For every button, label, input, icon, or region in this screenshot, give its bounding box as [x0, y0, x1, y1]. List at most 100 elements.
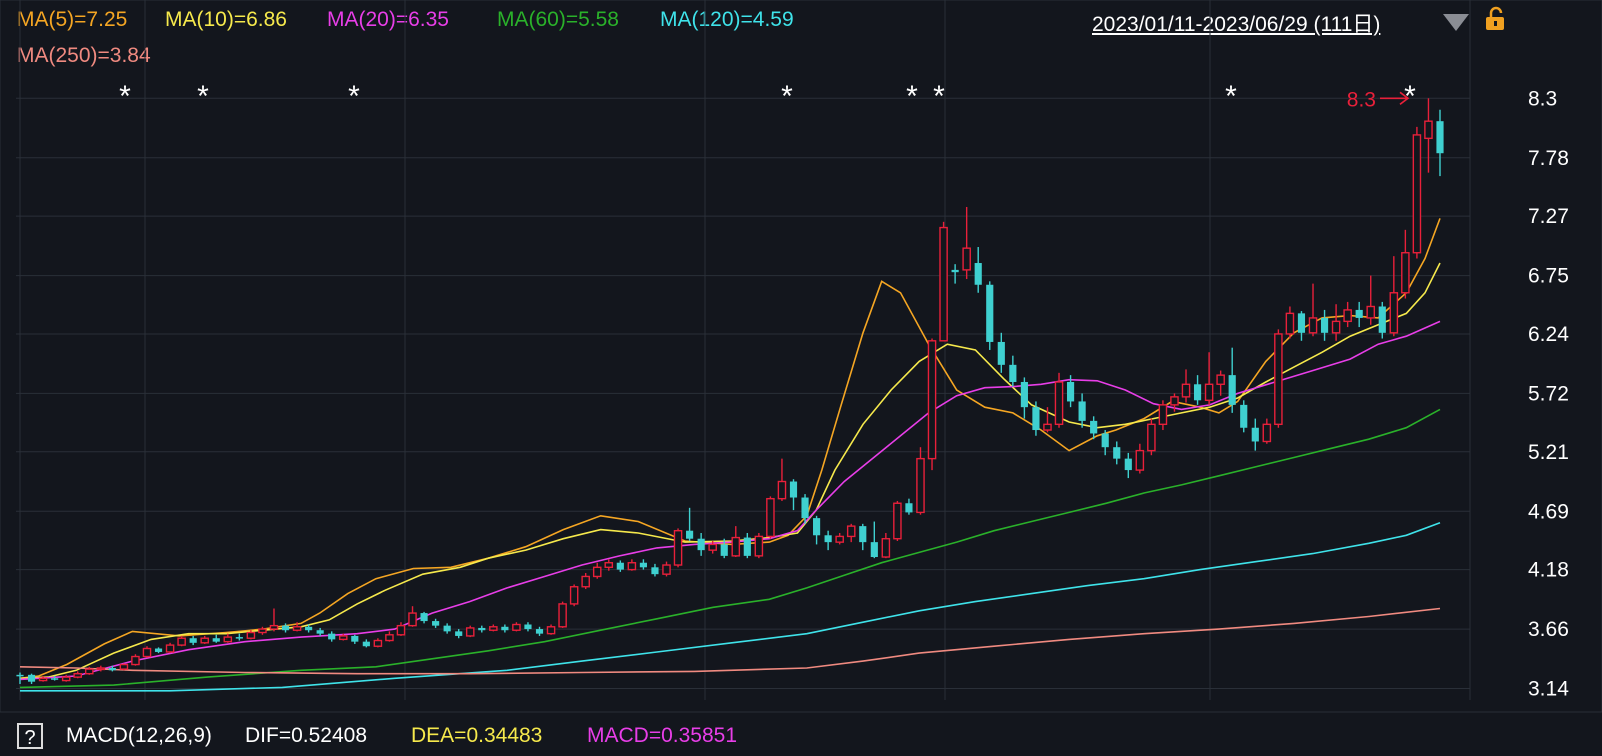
help-button[interactable]: ?: [17, 723, 43, 749]
candle: [1078, 393, 1086, 428]
lock-icon[interactable]: [1483, 6, 1509, 37]
candle-body: [581, 575, 590, 588]
candle: [1343, 301, 1352, 328]
event-marker: *: [197, 80, 209, 113]
candle-body: [131, 655, 140, 666]
candle: [708, 540, 717, 554]
y-tick-label: 8.3: [1528, 87, 1557, 110]
candle-body: [142, 647, 152, 658]
candle-body: [951, 269, 959, 273]
candle-body: [558, 603, 567, 628]
ma5-label: MA(5)=7.25: [17, 8, 128, 31]
candle-body: [1090, 420, 1098, 434]
candle-body: [212, 638, 220, 642]
y-tick-label: 7.78: [1528, 147, 1569, 170]
candle-body: [362, 641, 370, 647]
candle: [27, 673, 36, 684]
candle: [235, 633, 243, 641]
candle: [455, 629, 463, 639]
candle-body: [1378, 306, 1386, 333]
candle-body: [846, 525, 856, 538]
candle-body: [478, 627, 486, 631]
candle: [1066, 375, 1075, 408]
candle: [905, 498, 913, 515]
candle: [524, 622, 532, 632]
candle: [154, 647, 163, 654]
candle: [432, 618, 440, 628]
candle: [962, 206, 971, 280]
y-tick-label: 6.75: [1528, 265, 1569, 288]
candle: [1240, 400, 1248, 433]
candle: [281, 623, 290, 633]
candle: [177, 635, 186, 647]
candle: [465, 625, 475, 638]
candle: [535, 626, 544, 636]
candle-body: [154, 648, 163, 652]
candle-body: [1066, 381, 1075, 402]
candle: [16, 672, 24, 684]
candle-body: [177, 637, 186, 646]
candle: [697, 532, 705, 556]
candle-body: [870, 542, 878, 558]
candle-body: [569, 586, 579, 605]
candle: [1378, 301, 1386, 339]
candle: [408, 606, 417, 627]
candle-body: [84, 668, 94, 675]
candle: [1124, 452, 1132, 479]
candle-body: [1124, 458, 1132, 471]
candle: [1147, 418, 1156, 456]
ma-line-ma10: [19, 262, 1441, 680]
candle: [51, 675, 59, 681]
candle-body: [16, 674, 24, 677]
candle-body: [1412, 134, 1422, 254]
candle: [373, 638, 383, 648]
candle-body: [813, 518, 821, 536]
candle-body: [200, 637, 209, 644]
candle-body: [465, 627, 475, 637]
candle-body: [651, 567, 659, 575]
candle-body: [905, 503, 913, 513]
candle-body: [305, 626, 313, 631]
triangle-down-icon[interactable]: [1441, 12, 1471, 37]
candle: [189, 635, 197, 646]
candle-body: [592, 566, 602, 578]
candle: [73, 671, 83, 679]
candle: [96, 665, 106, 672]
candle-body: [328, 633, 336, 640]
candle: [639, 559, 647, 570]
candle-body: [639, 562, 647, 568]
candle-body: [501, 626, 509, 631]
candle-body: [1355, 309, 1363, 318]
candle-body: [720, 544, 728, 556]
candle-body: [1135, 449, 1145, 471]
candle: [616, 560, 624, 572]
macd-dea-value: DEA=0.34483: [411, 724, 543, 747]
ma-line-ma20: [19, 320, 1441, 681]
candle: [489, 624, 498, 632]
candle-body: [1147, 423, 1156, 452]
candle-body: [997, 341, 1005, 365]
candle: [1032, 401, 1040, 436]
candle: [731, 526, 741, 558]
candle-body: [1158, 404, 1168, 426]
candle: [997, 332, 1005, 373]
price-chart[interactable]: 8.3 7.78 7.27 6.75 6.24 5.72 5.21 4.69 4.18 3.66 3…: [0, 0, 1602, 718]
candle-body: [627, 562, 637, 571]
candle: [893, 500, 902, 541]
candle: [951, 264, 959, 284]
candle-body: [1216, 374, 1225, 385]
candle: [1366, 275, 1376, 325]
candle-body: [1389, 292, 1399, 334]
candle: [338, 633, 348, 641]
ma-line-ma250: [19, 607, 1441, 675]
candle: [986, 281, 994, 350]
candle: [328, 631, 336, 642]
candle-body: [824, 535, 832, 543]
candle: [316, 627, 324, 636]
candle: [604, 559, 614, 571]
candle-body: [1436, 121, 1444, 154]
candle-body: [604, 562, 614, 569]
event-marker: *: [348, 80, 360, 113]
date-range-selector[interactable]: 2023/01/11-2023/06/29 (111日): [1092, 13, 1381, 36]
